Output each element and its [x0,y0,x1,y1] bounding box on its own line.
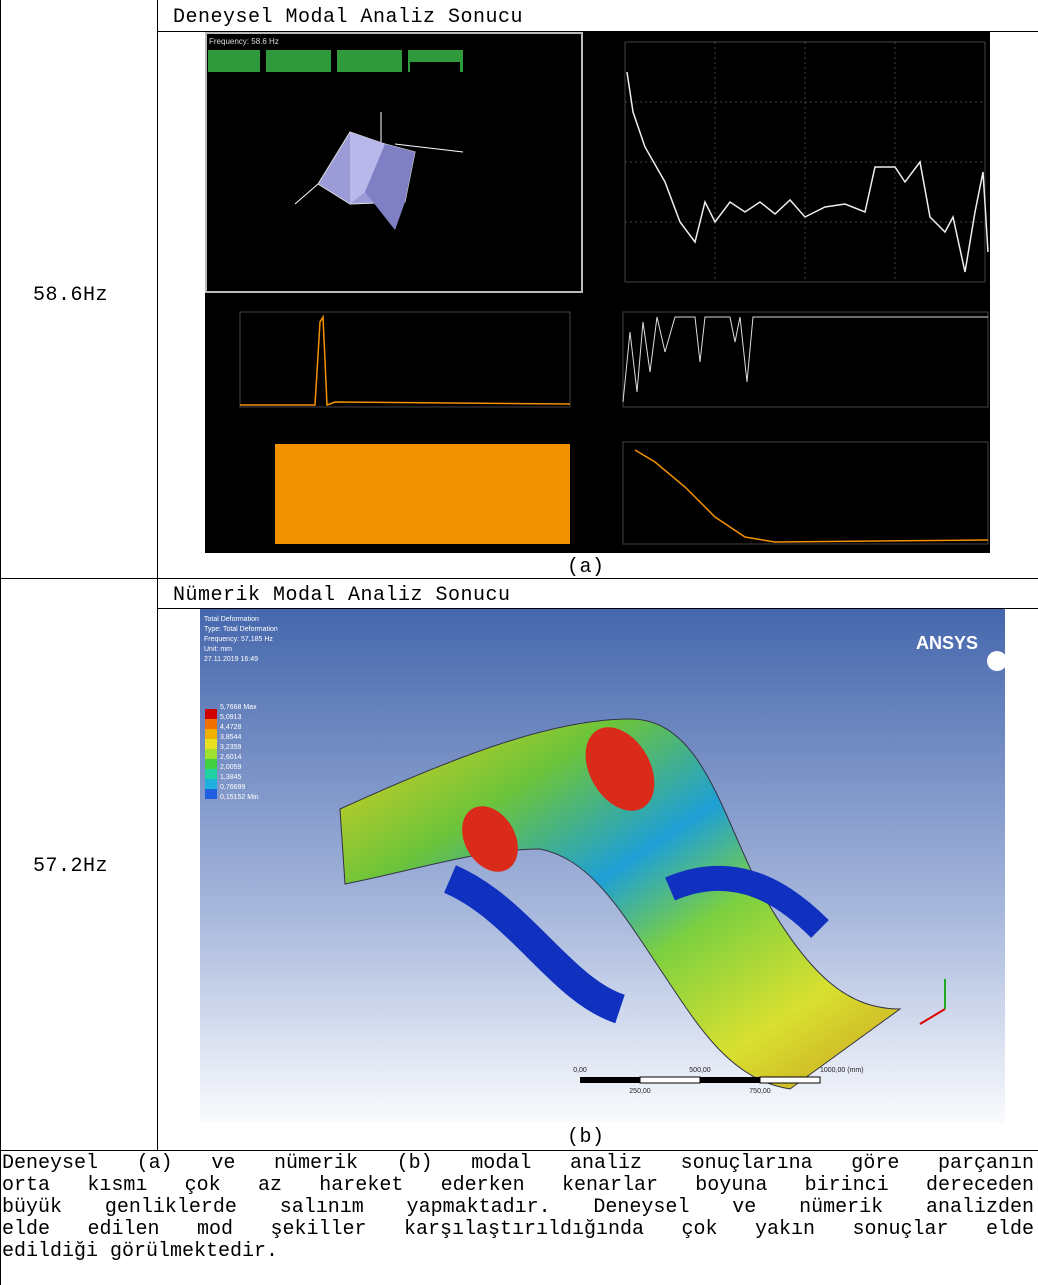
legend-label: 5,0913 [220,714,242,721]
scale-label: 250,00 [629,1088,651,1095]
row-label: 57.2Hz [33,855,109,878]
legend-label: 3,8544 [220,734,242,741]
scale-label: 500,00 [689,1067,711,1074]
numerical-image: Total Deformation Type: Total Deformation… [200,609,1005,1123]
caption: (a) [567,556,605,579]
legend-label: 0,15152 Min [220,794,259,801]
brand: ANSYS [916,633,978,653]
legend-label: 1,3845 [220,774,242,781]
info-text: 27.11.2019 16:49 [204,656,258,663]
row-label: 58.6Hz [33,284,109,307]
legend-label: 2,6014 [220,754,242,761]
info-text: Frequency: 57,185 Hz [204,636,273,643]
paragraph-line: elde edilen mod şekiller karşılaştırıldı… [2,1219,1034,1241]
scale-label: 1000,00 (mm) [820,1067,864,1074]
row-header: Nümerik Modal Analiz Sonucu [173,584,511,607]
border [0,1150,1038,1151]
info-text: Total Deformation [204,616,259,623]
scale-label: 0,00 [573,1067,587,1074]
experimental-image: Frequency: 58.6 Hz [205,32,990,553]
paragraph-line: orta kısmı çok az hareket ederken kenarl… [2,1175,1034,1197]
row-header: Deneysel Modal Analiz Sonucu [173,6,524,29]
info-text: Type: Total Deformation [204,626,278,633]
info-text: Unit: mm [204,646,232,653]
legend-label: 0,76699 [220,784,245,791]
paragraph-line: büyük genliklerde salınım yapmaktadır. D… [2,1197,1034,1219]
caption: (b) [567,1126,605,1149]
paragraph-line: edildiği görülmektedir. [2,1241,279,1263]
border [157,608,1038,609]
legend-label: 4,4728 [220,724,242,731]
legend-label: 3,2359 [220,744,242,751]
border [0,578,1038,579]
border [0,0,1,1285]
paragraph-line: Deneysel (a) ve nümerik (b) modal analiz… [2,1153,1034,1175]
frequency-text: Frequency: 58.6 Hz [209,37,279,46]
legend-label: 5,7668 Max [220,704,257,711]
border [157,31,1038,32]
border [157,0,158,1150]
scale-label: 750,00 [749,1088,771,1095]
legend-label: 2,0059 [220,764,242,771]
